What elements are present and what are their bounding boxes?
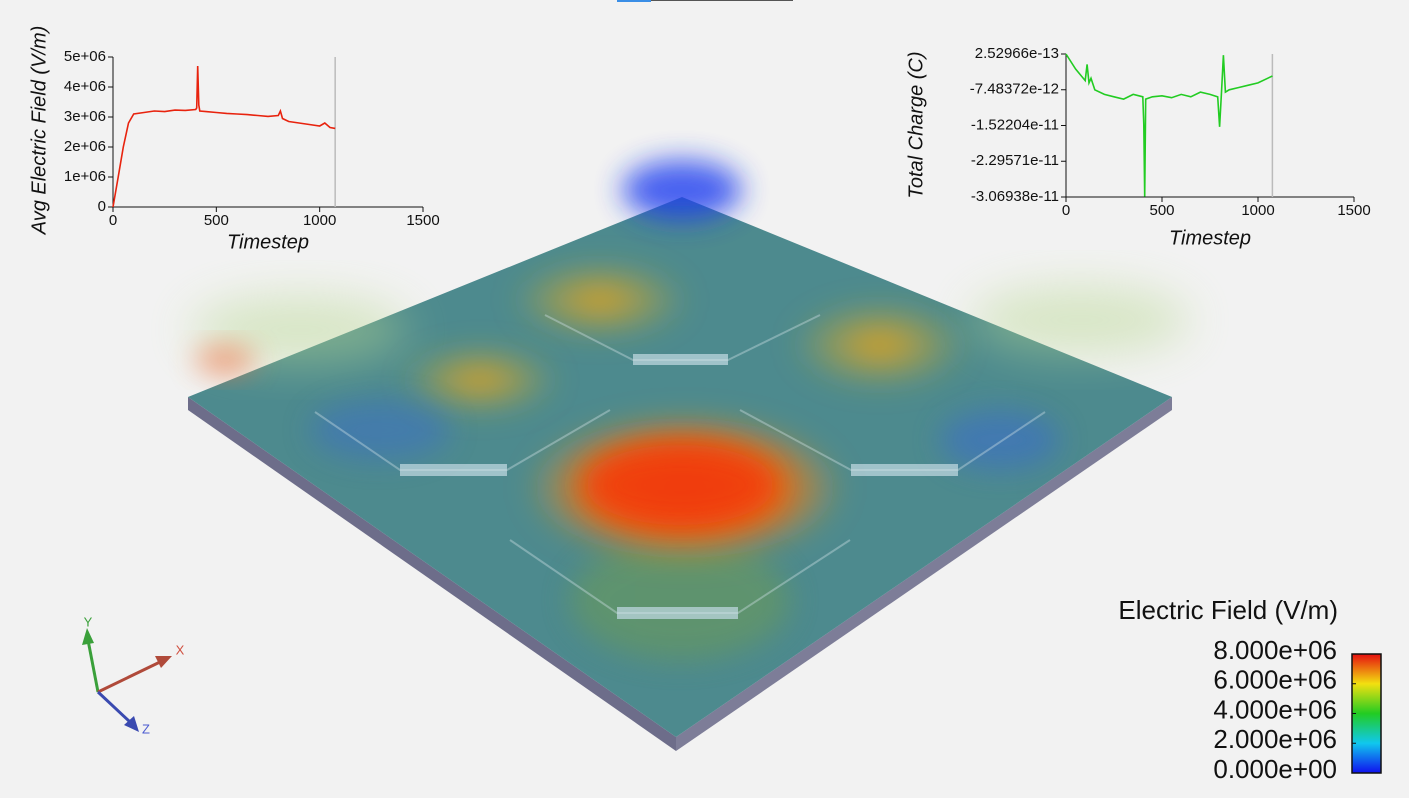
y-tick-label: -3.06938e-11 <box>971 188 1059 205</box>
x-tick-label: 1500 <box>406 212 439 229</box>
x-axis-label: Timestep <box>1169 227 1251 249</box>
axis-z-label: Z <box>142 721 150 736</box>
y-axis-label: Total Charge (C) <box>905 51 927 198</box>
y-tick-label: 1e+06 <box>64 168 106 185</box>
y-tick-label: 2.52966e-13 <box>975 45 1059 62</box>
volume-render <box>188 160 1190 751</box>
data-line <box>112 65 336 208</box>
legend-tick-label: 2.000e+06 <box>1213 724 1337 754</box>
y-tick-label: -1.52204e-11 <box>971 116 1059 133</box>
x-tick-label: 500 <box>204 212 229 229</box>
y-axis-label: Avg Electric Field (V/m) <box>28 26 50 236</box>
x-tick-label: 0 <box>1062 202 1070 219</box>
y-tick-label: 2e+06 <box>64 138 106 155</box>
legend-tick-label: 0.000e+00 <box>1213 754 1337 784</box>
color-bar <box>1351 653 1382 774</box>
y-tick-label: 3e+06 <box>64 108 106 125</box>
y-tick-label: 4e+06 <box>64 78 106 95</box>
y-tick-label: 5e+06 <box>64 48 106 65</box>
color-legend: Electric Field (V/m) 8.000e+066.000e+064… <box>1118 595 1382 784</box>
x-axis-label: Timestep <box>227 231 309 253</box>
legend-tick-label: 4.000e+06 <box>1213 694 1337 724</box>
x-tick-label: 500 <box>1149 202 1174 219</box>
legend-tick-label: 8.000e+06 <box>1213 635 1337 665</box>
axis-y-label: Y <box>84 614 93 629</box>
legend-tick-label: 6.000e+06 <box>1213 665 1337 695</box>
line-chart: 0 1e+06 2e+06 3e+06 4e+06 5e+06 0 500 1000 1500 Av… <box>28 26 439 254</box>
x-tick-label: 1000 <box>1241 202 1274 219</box>
y-tick-label: -2.29571e-11 <box>971 152 1059 169</box>
x-tick-label: 1000 <box>303 212 336 229</box>
y-tick-label: -7.48372e-12 <box>970 81 1059 98</box>
line-chart: 2.52966e-13 -7.48372e-12 -1.52204e-11 -2.29… <box>905 45 1370 249</box>
y-tick-label: 0 <box>98 198 106 215</box>
x-tick-label: 0 <box>109 212 117 229</box>
data-line <box>1065 53 1273 197</box>
axes-triad: Y X Z <box>82 614 185 736</box>
axis-x-label: X <box>176 642 185 657</box>
legend-title: Electric Field (V/m) <box>1118 595 1338 625</box>
x-tick-label: 1500 <box>1337 202 1370 219</box>
